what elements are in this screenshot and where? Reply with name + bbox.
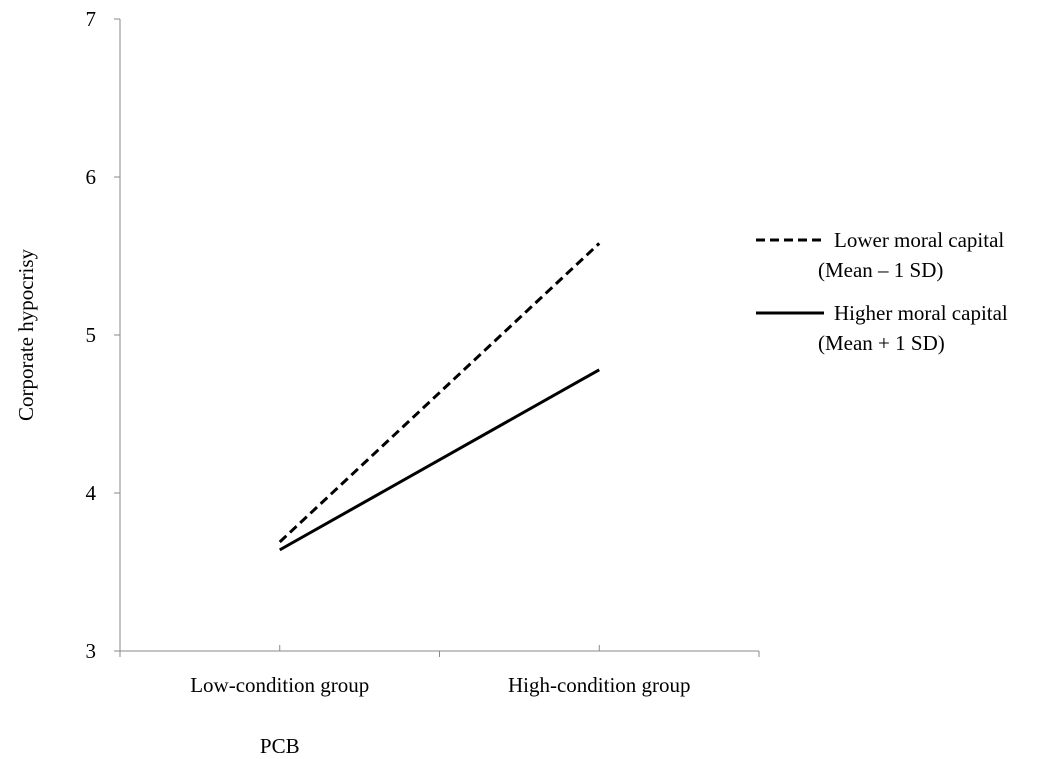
y-ticks: 3 4 5 6 7: [86, 7, 120, 663]
x-tick-label: High-condition group: [508, 673, 691, 697]
y-tick-label: 4: [86, 481, 97, 505]
x-tick-label: Low-condition group: [190, 673, 369, 697]
y-tick-label: 3: [86, 639, 97, 663]
legend-label-2: Higher moral capital: [834, 301, 1008, 325]
plot-lines: [278, 242, 601, 552]
series-line-2: [279, 368, 600, 552]
legend-label-1: Lower moral capital: [834, 228, 1004, 252]
y-tick-label: 5: [86, 323, 97, 347]
legend-sublabel-2: (Mean + 1 SD): [818, 331, 945, 355]
legend-sublabel-1: (Mean – 1 SD): [818, 258, 943, 282]
y-tick-label: 6: [86, 165, 97, 189]
legend: Lower moral capital (Mean – 1 SD) Higher m…: [756, 228, 1008, 355]
series-line-1: [278, 242, 601, 544]
y-tick-label: 7: [86, 7, 97, 31]
x-ticks: Low-condition group High-condition group: [119, 645, 760, 697]
y-axis-title: Corporate hypocrisy: [14, 248, 38, 421]
x-axis-title: PCB: [260, 734, 300, 758]
axes: 3 4 5 6 7 Low-condition group High-condition …: [86, 7, 760, 697]
